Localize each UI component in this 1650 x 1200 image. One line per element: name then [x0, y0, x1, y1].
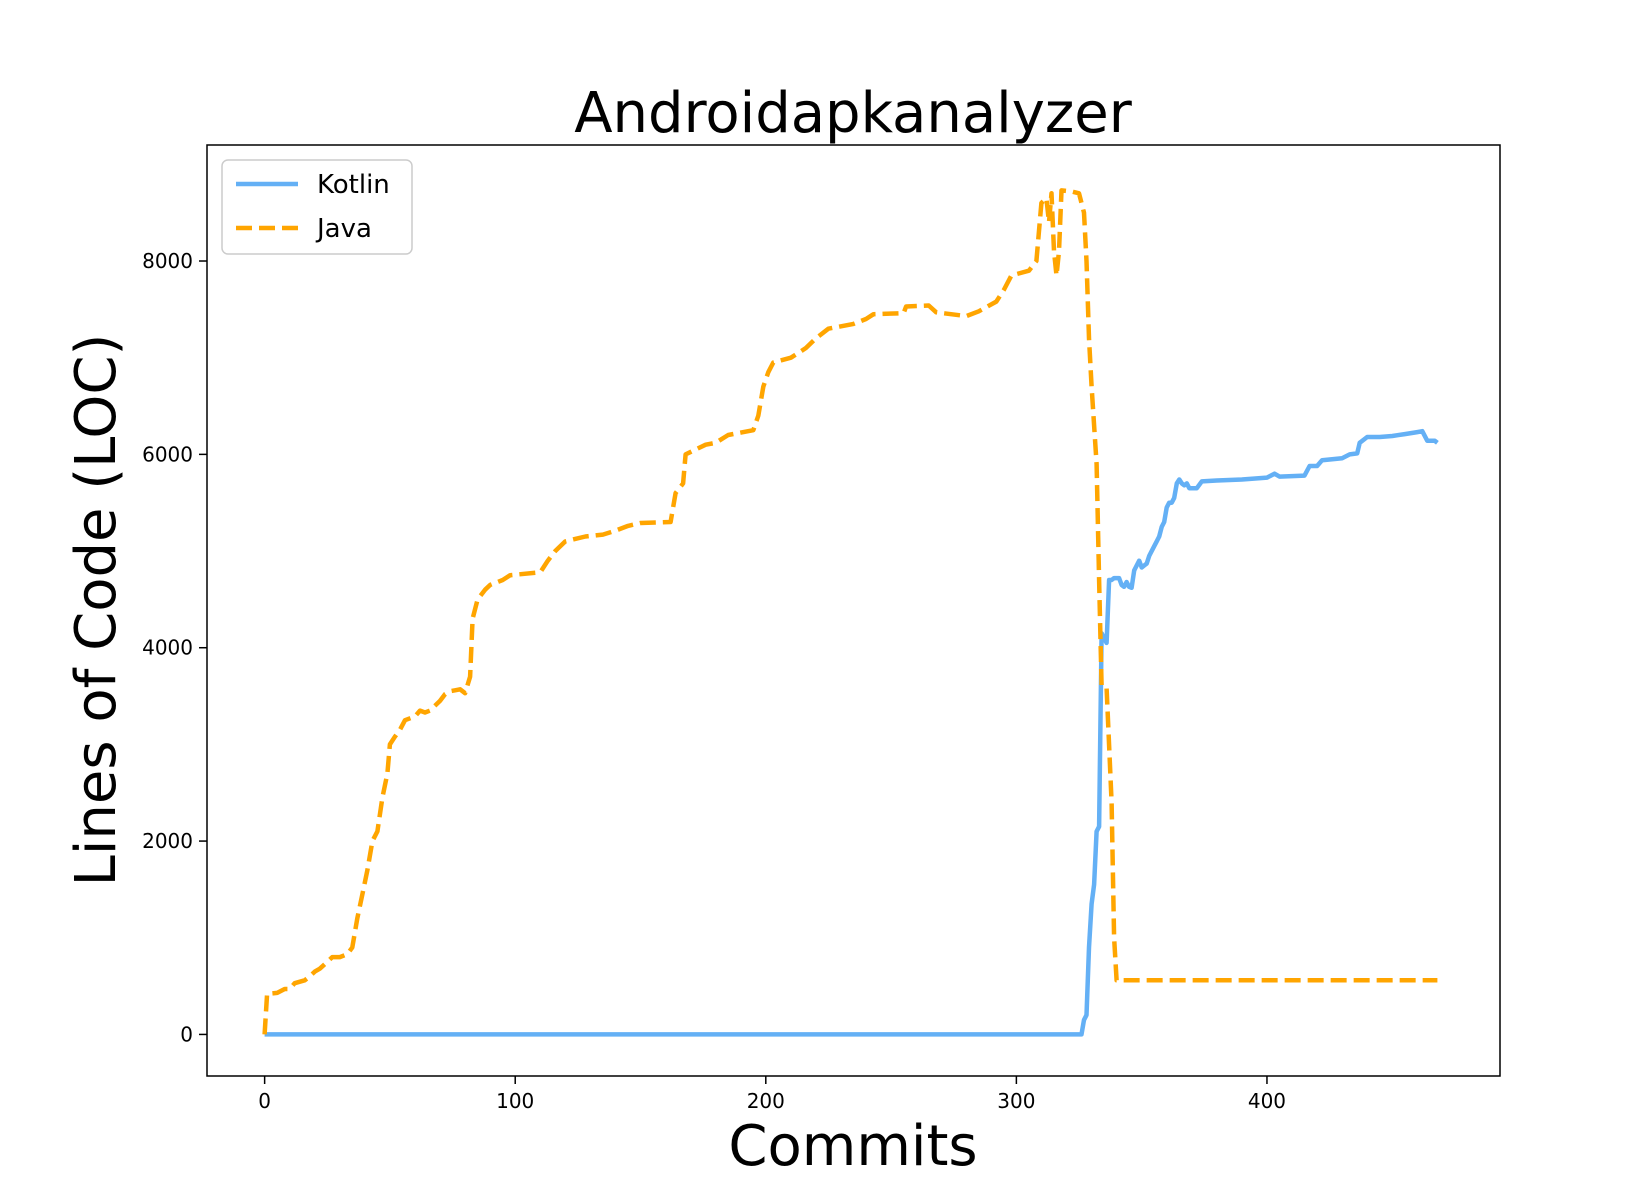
series-layer — [262, 188, 1439, 1037]
legend: Kotlin Java — [221, 159, 413, 255]
y-axis-ticks: 0 2000 4000 6000 8000 — [142, 249, 207, 1046]
series-line-java — [262, 188, 1438, 1035]
y-axis-label: Lines of Code (LOC) — [64, 334, 129, 887]
x-axis-ticks: 0 100 200 300 400 — [258, 1076, 1286, 1113]
legend-kotlin-label: Kotlin — [317, 170, 390, 200]
x-axis-label: Commits — [728, 1114, 977, 1179]
y-tick-label: 2000 — [142, 829, 193, 853]
y-tick-label: 6000 — [142, 442, 193, 466]
y-tick-label: 0 — [180, 1022, 193, 1046]
chart-title: Androidapkanalyzer — [574, 81, 1132, 146]
legend-java-label: Java — [315, 214, 372, 244]
plot-area — [206, 144, 1501, 1077]
x-tick-label: 0 — [258, 1089, 271, 1113]
plot-frame — [206, 144, 1501, 1077]
x-tick-label: 100 — [496, 1089, 534, 1113]
x-tick-label: 400 — [1248, 1089, 1286, 1113]
y-tick-label: 4000 — [142, 636, 193, 660]
x-tick-label: 300 — [997, 1089, 1035, 1113]
series-line-kotlin — [264, 428, 1439, 1037]
y-tick-label: 8000 — [142, 249, 193, 273]
x-tick-label: 200 — [747, 1089, 785, 1113]
